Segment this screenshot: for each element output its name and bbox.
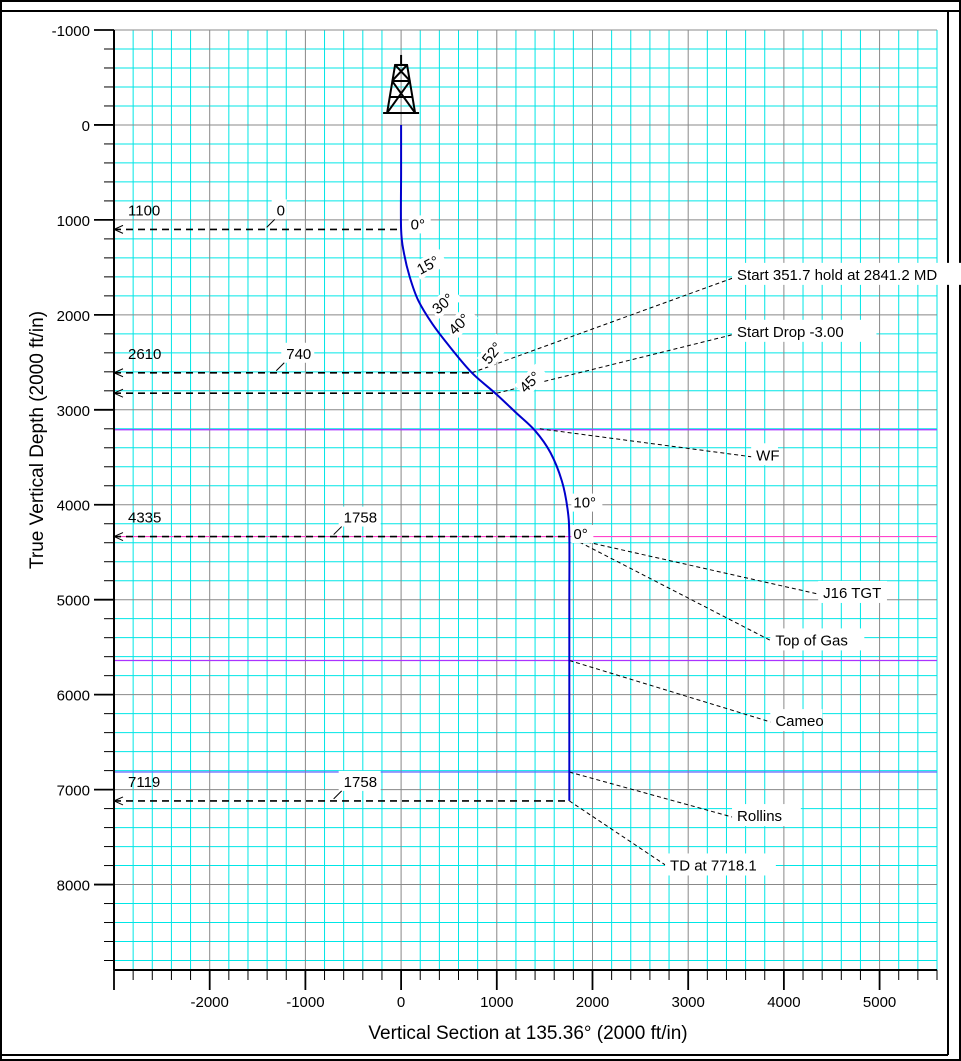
major-grid — [113, 29, 937, 970]
inclination-label-bg — [408, 215, 431, 234]
minor-grid — [114, 30, 938, 970]
inclination-label: 0° — [411, 216, 425, 233]
annotation-leader — [569, 800, 670, 868]
marker-vs-tick — [275, 362, 285, 372]
x-tick-label: 2000 — [576, 994, 609, 1011]
y-tick-label: 4000 — [57, 498, 90, 515]
y-tick-label: 8000 — [57, 878, 90, 895]
inclination-label-group: 15° — [411, 248, 448, 280]
marker-tvd-label: 2610 — [128, 346, 161, 363]
annotation-label-bg — [732, 262, 961, 285]
marker-tvd-label: 1100 — [128, 202, 160, 219]
marker-vs-label: 0 — [277, 202, 285, 219]
inclination-label: 10° — [573, 495, 596, 512]
annotation-label-bg — [770, 709, 823, 732]
x-tick-label: 5000 — [863, 994, 896, 1011]
y-tick-label: 2000 — [57, 308, 90, 325]
marker-vs-label: 1758 — [344, 774, 377, 791]
x-tick-label: -2000 — [191, 994, 229, 1011]
y-tick-label: -1000 — [52, 23, 90, 40]
annotation-leader — [496, 333, 737, 394]
marker-vs-label-bg — [281, 342, 315, 363]
annotation-leader — [573, 538, 823, 596]
marker-vs-tick — [333, 790, 343, 800]
inclination-label-group: 0° — [408, 215, 431, 234]
x-tick-label: -1000 — [286, 994, 324, 1011]
y-tick-label: 1000 — [57, 213, 90, 230]
y-tick-label: 3000 — [57, 403, 90, 420]
marker-vs-label-bg — [338, 770, 381, 791]
inclination-label-bg — [571, 493, 603, 512]
inclination-label: 0° — [573, 526, 587, 543]
annotation-label: Start 351.7 hold at 2841.2 MD — [737, 267, 937, 284]
marker-vs-label: 740 — [286, 346, 311, 363]
derrick-stroke — [386, 80, 411, 114]
annotation-label-bg — [751, 443, 778, 466]
inclination-label-group: 0° — [571, 524, 594, 543]
x-tick-label: 4000 — [767, 994, 800, 1011]
annotation-leader — [569, 659, 775, 724]
derrick-stroke — [394, 64, 411, 82]
inclination-labels: 0°15°30°40°52°45°10°0° — [408, 215, 603, 543]
marker-vs-tick — [333, 526, 343, 535]
marker-tvd-label: 7119 — [128, 774, 160, 791]
inclination-label-group: 10° — [571, 493, 603, 512]
marker-vs-label-bg — [338, 506, 381, 527]
annotation-leader — [539, 428, 756, 458]
axes: -1000 0 1000 2000 3000 4000 5000 6000 7000 8000 -2… — [52, 23, 938, 1011]
annotation-label: WF — [756, 447, 779, 464]
annotation-label-bg — [818, 580, 887, 603]
annotation-label-bg — [665, 853, 776, 876]
marker-vs-tick — [266, 219, 276, 228]
wellpath-line — [399, 124, 571, 801]
inclination-label-group: 45° — [514, 363, 549, 398]
annotation-leaders: Start 351.7 hold at 2841.2 MD Start Drop … — [471, 262, 961, 876]
y-tick-label: 0 — [82, 118, 90, 135]
inclination-label-bg — [571, 524, 594, 543]
derrick-stroke — [391, 80, 416, 114]
inclination-label-group: 52° — [476, 333, 511, 370]
inclination-label-bg — [476, 333, 511, 370]
marker-vs-label: 1758 — [344, 510, 377, 527]
inclination-label-bg — [411, 248, 448, 280]
annotation-leader — [573, 538, 775, 643]
marker-tvd-label: 4335 — [128, 510, 161, 527]
y-tick-label: 7000 — [57, 783, 90, 800]
inclination-label-bg — [443, 305, 479, 340]
y-tick-label: 5000 — [57, 593, 90, 610]
derrick-icon — [383, 54, 420, 114]
annotation-label: Cameo — [775, 713, 823, 730]
x-tick-label: 3000 — [671, 994, 704, 1011]
y-axis-title: True Vertical Depth (2000 ft/in) — [27, 311, 48, 569]
marker-vs-label-bg — [271, 199, 287, 220]
inclination-label-bg — [514, 363, 549, 398]
annotation-leader — [471, 276, 737, 374]
annotation-label: J16 TGT — [823, 585, 881, 602]
x-tick-label: 1000 — [480, 994, 513, 1011]
annotation-label: TD at 7718.1 — [670, 857, 757, 874]
annotation-leader — [569, 771, 737, 819]
annotation-label: Top of Gas — [775, 632, 848, 649]
annotation-label-bg — [732, 319, 877, 342]
annotation-label-bg — [770, 628, 865, 651]
annotation-label: Rollins — [737, 808, 782, 825]
inclination-label-bg — [426, 285, 463, 320]
y-tick-label: 6000 — [57, 688, 90, 705]
annotation-label: Start Drop -3.00 — [737, 324, 844, 341]
annotation-label-bg — [732, 804, 801, 827]
marker-lines: 1100 0 2610 740 4335 1758 7119 1758 — [112, 199, 570, 806]
x-tick-label: 0 — [397, 994, 405, 1011]
wellpath-series — [399, 124, 571, 801]
derrick-stroke — [391, 64, 408, 82]
x-axis-title: Vertical Section at 135.36° (2000 ft/in) — [368, 1023, 687, 1044]
